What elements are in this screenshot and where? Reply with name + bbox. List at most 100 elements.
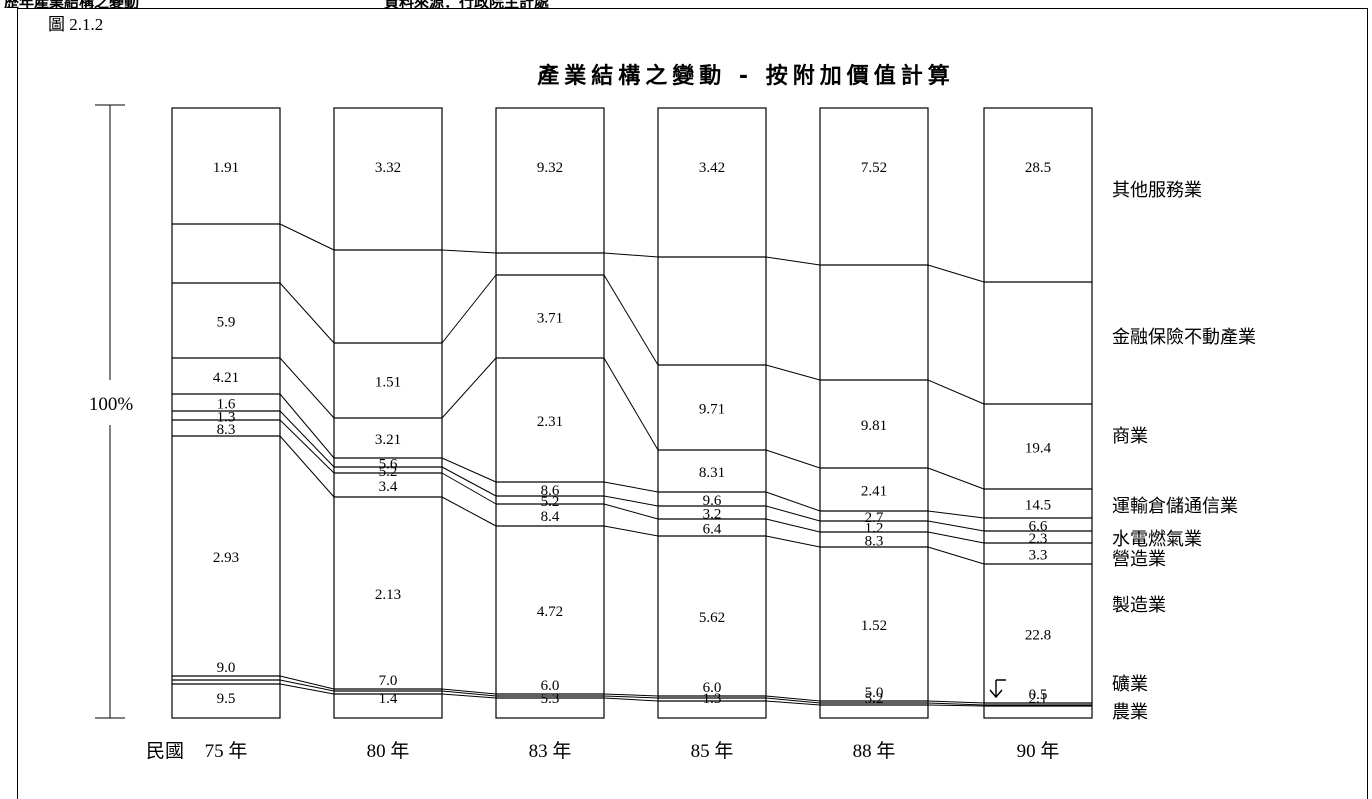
segment-value-label: 6.0	[541, 678, 560, 694]
segment-value-label: 2.7	[865, 510, 884, 526]
connector-line	[927, 520, 985, 532]
connector-line	[927, 704, 985, 707]
segment-value-label: 2.41	[861, 484, 887, 500]
year-label: 80 年	[367, 740, 410, 762]
industry-label: 商業	[1112, 426, 1148, 447]
segment-value-label: 8.31	[699, 465, 725, 481]
segment-value-label: 28.5	[1025, 160, 1051, 176]
bar-4	[819, 107, 929, 719]
connector-line	[765, 364, 821, 381]
connector-line	[765, 518, 821, 533]
segment-value-label: 3.42	[699, 160, 725, 176]
year-label: 90 年	[1017, 740, 1060, 762]
x-axis-prefix: 民國	[146, 741, 184, 762]
connector-line	[765, 449, 821, 469]
connector-line	[441, 690, 497, 697]
segment-value-label: 2.31	[537, 414, 563, 430]
segment-value-label: 1.52	[861, 618, 887, 634]
bar-2	[495, 107, 605, 719]
segment-value-label: 6.0	[703, 680, 722, 696]
connector-line	[603, 695, 659, 699]
segment-value-label: 2.1	[1029, 691, 1048, 707]
industry-label: 礦業	[1112, 674, 1148, 695]
page-header-strip: 歷年產業結構之變動 資料來源：行政院主計處	[0, 0, 1372, 8]
connector-line	[441, 249, 497, 254]
y-axis-label: 100%	[89, 394, 134, 415]
industry-label: 運輸倉儲通信業	[1112, 496, 1238, 517]
segment-value-label: 2.3	[1029, 531, 1048, 547]
connector-line	[927, 700, 985, 704]
segment-value-label: 8.4	[541, 509, 560, 525]
connector-line	[765, 697, 821, 704]
segment-value-label: 5.2	[865, 691, 884, 707]
connector-line	[765, 700, 821, 706]
segment-value-label: 9.32	[537, 160, 563, 176]
connector-line	[765, 491, 821, 512]
segment-value-label: 9.81	[861, 418, 887, 434]
segment-value-label: 9.0	[217, 660, 236, 676]
figure-label: 圖 2.1.2	[48, 15, 104, 34]
segment-value-label: 1.2	[865, 521, 884, 537]
segment-value-label: 1.3	[217, 410, 236, 426]
segment-value-label: 1.4	[379, 691, 398, 707]
connector-line	[603, 252, 659, 258]
connector-line	[603, 693, 659, 697]
connector-line	[279, 410, 335, 468]
segment-value-label: 7.52	[861, 160, 887, 176]
connector-line	[603, 525, 659, 537]
connector-line	[279, 675, 335, 690]
connector-line	[765, 535, 821, 548]
segment-value-label: 19.4	[1025, 441, 1052, 457]
segment-value-label: 7.0	[379, 673, 398, 689]
segment-value-label: 5.2	[541, 494, 560, 510]
connector-line	[765, 695, 821, 702]
connector-line	[927, 702, 985, 706]
segment-value-label: 5.9	[217, 315, 236, 331]
connector-line	[603, 357, 659, 451]
connector-line	[279, 679, 335, 692]
segment-value-label: 5.0	[865, 685, 884, 701]
connector-line	[441, 496, 497, 527]
segment-value-label: 2.93	[213, 550, 239, 566]
segment-value-label: 5.6	[379, 457, 398, 473]
connector-line	[441, 466, 497, 497]
segment-value-label: 0.5	[1029, 687, 1048, 703]
connector-line	[441, 688, 497, 695]
connector-line	[279, 683, 335, 695]
industry-label: 水電燃氣業	[1112, 529, 1202, 550]
connector-line	[279, 223, 335, 251]
connector-line	[603, 274, 659, 366]
bar-5	[983, 107, 1093, 719]
segment-value-label: 22.8	[1025, 628, 1051, 644]
connector-line	[441, 457, 497, 483]
segment-value-label: 6.4	[703, 522, 722, 538]
connector-line	[441, 693, 497, 699]
segment-value-label: 1.51	[375, 375, 401, 391]
connector-line	[279, 282, 335, 344]
segment-value-label: 1.6	[217, 397, 236, 413]
industry-label: 製造業	[1112, 595, 1166, 616]
industry-label: 金融保險不動產業	[1112, 327, 1256, 348]
bar-3	[657, 107, 767, 719]
bar-0	[171, 107, 281, 719]
segment-value-label: 14.5	[1025, 498, 1051, 514]
connector-line	[927, 264, 985, 283]
connector-line	[441, 357, 497, 419]
connector-line	[927, 546, 985, 565]
year-label: 83 年	[529, 740, 572, 762]
chart-title: 產業結構之變動 - 按附加價值計算	[537, 64, 955, 89]
year-label: 75 年	[205, 740, 248, 762]
industry-label: 其他服務業	[1112, 180, 1202, 201]
segment-value-label: 3.3	[1029, 548, 1048, 564]
segment-value-label: 1.91	[213, 160, 239, 176]
segment-value-label: 3.21	[375, 432, 401, 448]
connector-line	[603, 481, 659, 493]
connector-line	[927, 379, 985, 405]
connector-line	[441, 274, 497, 344]
segment-value-label: 1.3	[703, 691, 722, 707]
segment-value-label: 3.71	[537, 311, 563, 327]
connector-line	[279, 419, 335, 474]
bar-1	[333, 107, 443, 719]
figure-frame	[17, 8, 1368, 799]
connector-line	[927, 467, 985, 490]
